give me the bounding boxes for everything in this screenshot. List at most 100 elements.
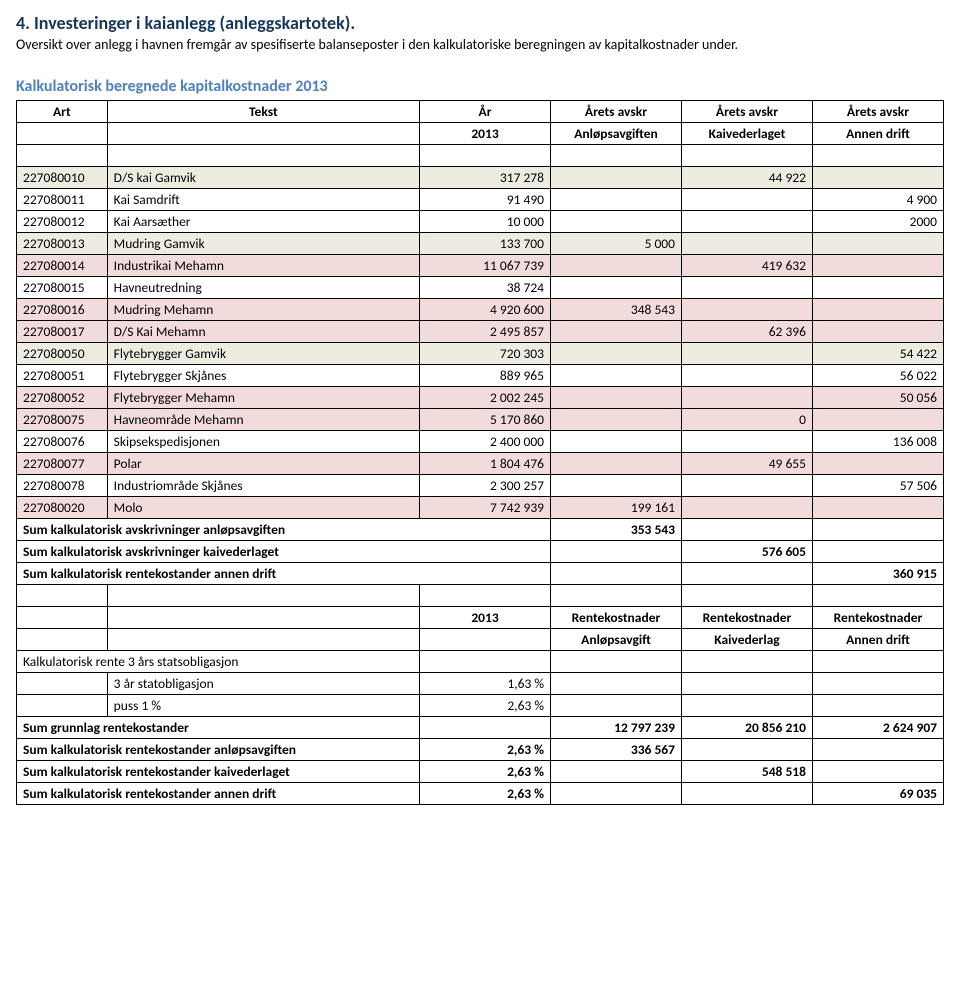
- cell-art: 227080020: [17, 496, 108, 518]
- sum-grunnlag: Sum grunnlag rentekostander 12 797 239 2…: [17, 716, 944, 738]
- cell-aar: 91 490: [420, 188, 551, 210]
- cell-annen: [812, 452, 943, 474]
- rente-rows: Kalkulatorisk rente 3 års statsobligasjo…: [17, 650, 944, 716]
- hdr3-b2: [107, 606, 419, 628]
- cell-aar: 2 002 245: [420, 386, 551, 408]
- hdr4-c1: Anløpsavgift: [551, 628, 682, 650]
- cell-art: 227080050: [17, 342, 108, 364]
- header-spacer: [17, 144, 944, 166]
- cell-tekst: Kai Samdrift: [107, 188, 419, 210]
- cell-art: 227080051: [17, 364, 108, 386]
- cell-kaived: [681, 496, 812, 518]
- rente-label-2: puss 1 %: [107, 694, 419, 716]
- table-row: 227080020Molo7 742 939199 161: [17, 496, 944, 518]
- cell-aar: 133 700: [420, 232, 551, 254]
- rentekost-header: 2013 Rentekostnader Rentekostnader Rente…: [17, 606, 944, 650]
- rente-val-1: 1,63 %: [420, 672, 551, 694]
- table-row: 227080012Kai Aarsæther10 0002000: [17, 210, 944, 232]
- sum-avskr-anlop: Sum kalkulatorisk avskrivninger anløpsav…: [17, 518, 944, 540]
- sum3-c1: [551, 562, 682, 584]
- cell-annen: 136 008: [812, 430, 943, 452]
- header-row-1: Art Tekst År Årets avskr Årets avskr Åre…: [17, 100, 944, 122]
- sumr3-pct: 2,63 %: [420, 782, 551, 804]
- cell-anlop: [551, 386, 682, 408]
- cell-art: 227080016: [17, 298, 108, 320]
- cell-kaived: [681, 386, 812, 408]
- cell-art: 227080012: [17, 210, 108, 232]
- table-row: 227080075Havneområde Mehamn5 170 8600: [17, 408, 944, 430]
- cell-kaived: [681, 430, 812, 452]
- hdr2-c2: Kaivederlaget: [681, 122, 812, 144]
- cell-anlop: [551, 254, 682, 276]
- summary-block-2: Sum grunnlag rentekostander 12 797 239 2…: [17, 716, 944, 804]
- rente-val-2: 2,63 %: [420, 694, 551, 716]
- cell-kaived: [681, 474, 812, 496]
- hdr2-blank2: [107, 122, 419, 144]
- cell-anlop: [551, 364, 682, 386]
- cell-tekst: D/S Kai Mehamn: [107, 320, 419, 342]
- sum-rente-annen: Sum kalkulatorisk rentekostander annen d…: [17, 782, 944, 804]
- sumr3-label: Sum kalkulatorisk rentekostander annen d…: [17, 782, 420, 804]
- cell-kaived: 44 922: [681, 166, 812, 188]
- table-row: 227080051Flytebrygger Skjånes889 96556 0…: [17, 364, 944, 386]
- hdr2-blank1: [17, 122, 108, 144]
- hdr-a3: Årets avskr: [812, 100, 943, 122]
- hdr-a1: Årets avskr: [551, 100, 682, 122]
- cell-anlop: 5 000: [551, 232, 682, 254]
- sumr1-c1: 336 567: [551, 738, 682, 760]
- cell-annen: [812, 276, 943, 298]
- sum1-c3: [812, 518, 943, 540]
- hdr2-aar: 2013: [420, 122, 551, 144]
- cell-annen: 57 506: [812, 474, 943, 496]
- hdr4-b3: [420, 628, 551, 650]
- cell-annen: 56 022: [812, 364, 943, 386]
- sumg-c2: 20 856 210: [681, 716, 812, 738]
- sumg-label: Sum grunnlag rentekostander: [17, 716, 420, 738]
- rente-label-1: 3 år statobligasjon: [107, 672, 419, 694]
- sum-avskr-kaived: Sum kalkulatorisk avskrivninger kaiveder…: [17, 540, 944, 562]
- rente-heading-row: Kalkulatorisk rente 3 års statsobligasjo…: [17, 650, 944, 672]
- table-row: 227080015Havneutredning38 724: [17, 276, 944, 298]
- cell-anlop: [551, 166, 682, 188]
- cell-annen: [812, 496, 943, 518]
- hdr-aar: År: [420, 100, 551, 122]
- cell-anlop: 348 543: [551, 298, 682, 320]
- header-row-4: Anløpsavgift Kaivederlag Annen drift: [17, 628, 944, 650]
- sum-rente-kaived: Sum kalkulatorisk rentekostander kaivede…: [17, 760, 944, 782]
- cell-anlop: [551, 342, 682, 364]
- sumr1-label: Sum kalkulatorisk rentekostander anløpsa…: [17, 738, 420, 760]
- sumr3-c1: [551, 782, 682, 804]
- cell-aar: 889 965: [420, 364, 551, 386]
- cell-art: 227080014: [17, 254, 108, 276]
- cell-art: 227080076: [17, 430, 108, 452]
- sum2-c1: [551, 540, 682, 562]
- hdr3-c1: Rentekostnader: [551, 606, 682, 628]
- cell-kaived: [681, 276, 812, 298]
- cell-art: 227080011: [17, 188, 108, 210]
- summary-block-1: Sum kalkulatorisk avskrivninger anløpsav…: [17, 518, 944, 606]
- hdr3-c2: Rentekostnader: [681, 606, 812, 628]
- sumr1-c2: [681, 738, 812, 760]
- cell-annen: [812, 408, 943, 430]
- cell-art: 227080017: [17, 320, 108, 342]
- cell-kaived: [681, 188, 812, 210]
- cell-anlop: [551, 474, 682, 496]
- cell-tekst: Havneutredning: [107, 276, 419, 298]
- hdr-art: Art: [17, 100, 108, 122]
- sum-rente-anlop: Sum kalkulatorisk rentekostander anløpsa…: [17, 738, 944, 760]
- table-row: 227080078Industriområde Skjånes2 300 257…: [17, 474, 944, 496]
- sumg-c1: 12 797 239: [551, 716, 682, 738]
- cell-tekst: Mudring Gamvik: [107, 232, 419, 254]
- sumr1-pct: 2,63 %: [420, 738, 551, 760]
- cell-anlop: [551, 320, 682, 342]
- table-row: 227080076Skipsekspedisjonen2 400 000136 …: [17, 430, 944, 452]
- hdr-a2: Årets avskr: [681, 100, 812, 122]
- sum1-c1: 353 543: [551, 518, 682, 540]
- cell-anlop: [551, 408, 682, 430]
- header-row-3: 2013 Rentekostnader Rentekostnader Rente…: [17, 606, 944, 628]
- table-row: 227080013Mudring Gamvik133 7005 000: [17, 232, 944, 254]
- cell-aar: 7 742 939: [420, 496, 551, 518]
- capex-body: 227080010D/S kai Gamvik317 27844 9222270…: [17, 166, 944, 518]
- rente-label-0: Kalkulatorisk rente 3 års statsobligasjo…: [17, 650, 420, 672]
- hdr2-c1: Anløpsavgiften: [551, 122, 682, 144]
